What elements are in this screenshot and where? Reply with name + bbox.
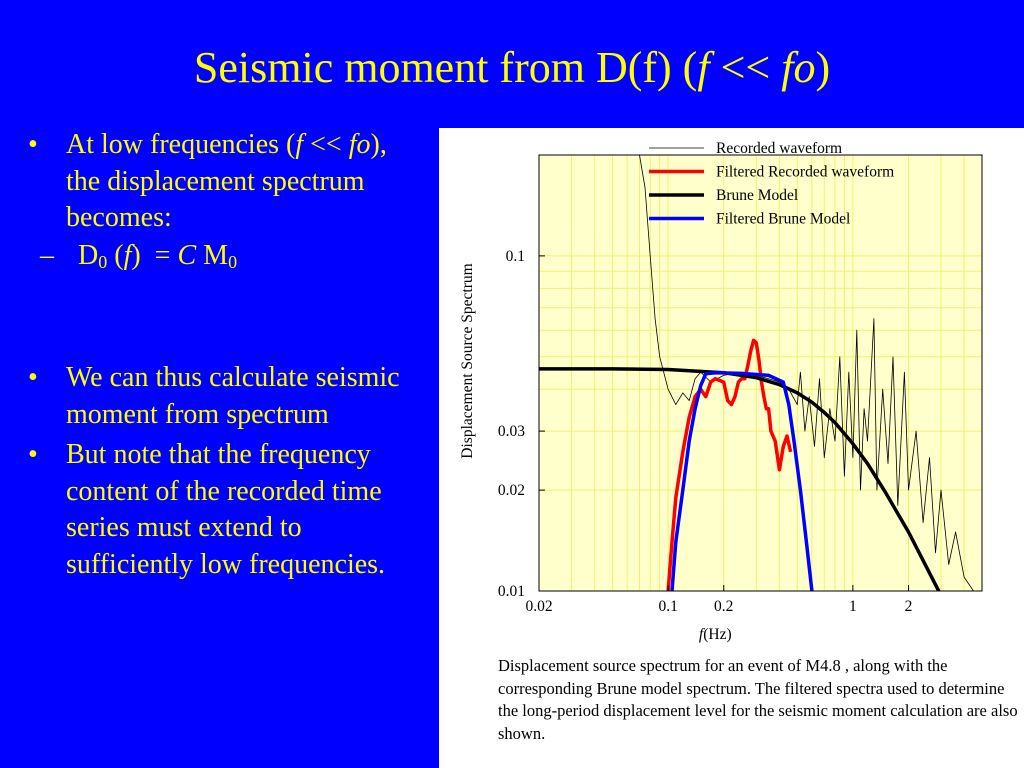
bullet-1-text-post: ), the displacement spectrum becomes: [66,129,387,233]
bullet-1-f: f [295,129,304,160]
spectrum-chart: 0.02 0.1 0.2 1 20.010.020.030.1 Recorded wav… [459,140,983,643]
title-fo: fo [781,43,816,92]
formula-d: D [78,239,99,271]
x-tick-label: 1 [849,598,857,615]
formula-f: f [123,239,132,271]
y-tick-label: 0.1 [506,248,525,265]
formula-c: C [177,239,197,271]
legend-label-3: Brune Model [716,187,798,204]
axis-layer: 0.02 0.1 0.2 1 20.010.020.030.1 [498,248,912,615]
x-tick-label: 0.02 [525,598,552,615]
sub-bullet-formula: – D0 (f) = C M0 [28,238,423,275]
bullet-dot: • [28,439,38,470]
bullet-item-1: • At low frequencies (f << fo), the disp… [28,127,423,237]
y-tick-label: 0.03 [498,423,525,440]
formula-open: ( [107,239,124,271]
formula-d-subscript: 0 [98,251,108,272]
y-tick-label: 0.01 [498,583,525,600]
formula-m: M [196,239,229,271]
legend-label-2: Filtered Recorded waveform [716,164,894,181]
sub-bullet-dash: – [40,239,54,271]
x-axis-label: f(Hz) [699,626,732,643]
series-line-1 [639,155,974,591]
y-tick-label: 0.02 [498,482,525,499]
formula-close: ) = [131,239,178,271]
bullet-item-3: • But note that the frequency content of… [28,437,423,583]
bullet-1-text-pre: At low frequencies ( [66,129,296,160]
title-text: Seismic moment from D(f) ( [193,43,698,92]
y-axis-label: Displacement Source Spectrum [459,263,476,458]
bullet-item-2: • We can thus calculate seismic moment f… [28,360,423,433]
bullet-2-text: We can thus calculate seismic moment fro… [66,362,400,430]
bullet-dot: • [28,129,38,160]
bullet-list: • At low frequencies (f << fo), the disp… [28,127,423,583]
x-tick-label: 0.1 [658,598,677,615]
bullet-3-text: But note that the frequency content of t… [66,439,386,580]
bullet-1-operator: << [303,129,342,160]
legend: Recorded waveform Filtered Recorded wavef… [649,140,894,228]
series-line-4 [670,370,814,591]
slide-title: Seismic moment from D(f) (f << fo) [0,38,1024,98]
x-tick-label: 0.2 [714,598,733,615]
x-axis-label-unit: (Hz) [703,626,731,643]
bullet-1-fo: fo [348,129,371,160]
x-axis-label-f: f [699,626,706,643]
series-line-2 [666,338,793,591]
series-layer [539,155,974,591]
legend-label-4: Filtered Brune Model [716,211,850,228]
title-close: ) [815,43,831,92]
plot-frame [538,154,983,592]
figure-panel: 0.02 0.1 0.2 1 2 0.01 0.02 0.03 0.1 Recorded wav… [439,128,1024,768]
title-f: f [697,43,710,92]
bullet-dot: • [28,362,38,393]
title-operator: << [709,43,782,92]
series-line-3 [539,367,941,591]
legend-label-1: Recorded waveform [716,140,842,157]
figure-caption: Displacement source spectrum for an even… [498,656,1018,743]
formula-m-subscript: 0 [228,251,238,272]
x-tick-label: 2 [905,598,913,615]
